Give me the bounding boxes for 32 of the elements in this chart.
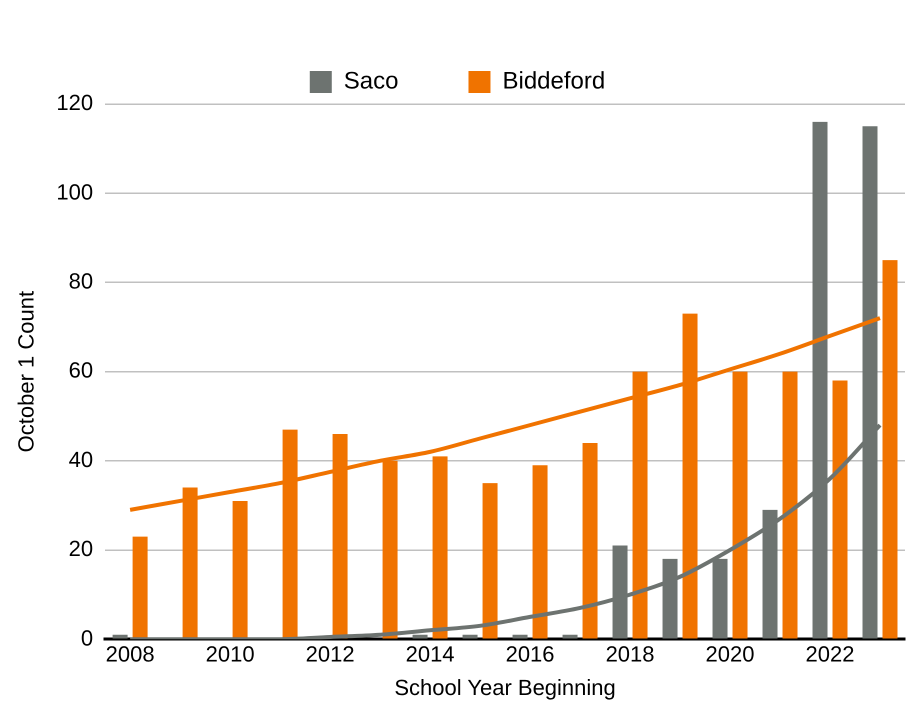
y-tick-label: 20 [68,536,94,562]
bar [512,634,528,638]
x-tick-label: 2018 [606,641,655,666]
bar [832,380,848,638]
x-tick-label: 2010 [206,641,255,666]
y-tick-label: 100 [56,179,94,204]
y-tick-label: 40 [68,446,94,472]
y-tick-label: 0 [80,625,94,650]
legend-label: Biddeford [502,68,606,95]
x-tick-label: 2022 [806,641,854,666]
bar [432,456,448,638]
y-tick-label: 60 [68,358,94,383]
y-axis-title: October 1 Count [13,290,38,452]
bar [462,634,478,638]
x-tick-label: 2016 [506,641,555,666]
y-tick-label: 120 [56,90,94,116]
x-tick-label: 2014 [406,641,455,666]
bar [562,634,578,638]
bar [532,465,548,638]
bar [782,372,798,638]
y-tick-label: 80 [68,268,94,294]
x-tick-label: 2012 [306,641,355,666]
bar [232,500,248,638]
bar [112,634,128,638]
bar [582,442,598,638]
x-tick-label: 2020 [706,641,754,666]
bar [882,260,898,638]
x-tick-label: 2008 [106,641,155,666]
bar [132,536,148,638]
bar [482,483,498,638]
legend-label: Saco [344,68,398,95]
x-axis-title: School Year Beginning [394,674,616,700]
